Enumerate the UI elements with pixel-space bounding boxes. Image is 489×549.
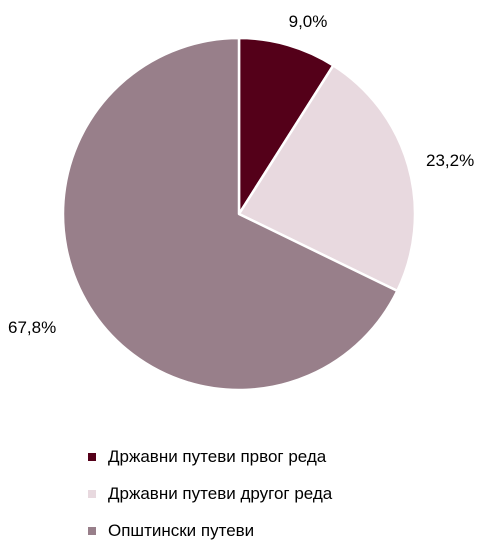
pie-slice-label-1: 23,2% [426, 151, 474, 170]
pie-slice-label-0: 9,0% [289, 12, 328, 31]
legend-swatch-state-first-order [88, 452, 96, 461]
legend-label-municipal: Општински путеви [108, 520, 255, 540]
pie-slice-0 [237, 36, 335, 216]
pie-labels: 9,0% 23,2% 67,8% [8, 12, 474, 337]
legend-item-state-second-order: Државни путеви другог реда [88, 475, 468, 512]
legend-label-state-first-order: Државни путеви првог реда [108, 446, 327, 466]
legend-swatch-municipal [88, 526, 96, 535]
legend-swatch-state-second-order [88, 489, 96, 498]
pie-slice-2 [61, 36, 399, 392]
legend: Државни путеви првог реда Државни путеви… [88, 438, 468, 549]
legend-item-municipal: Општински путеви [88, 512, 468, 549]
legend-item-state-first-order: Државни путеви првог реда [88, 438, 468, 475]
pie-slices [61, 36, 417, 392]
legend-label-state-second-order: Државни путеви другог реда [108, 483, 333, 503]
pie-slice-label-2: 67,8% [8, 318, 56, 337]
